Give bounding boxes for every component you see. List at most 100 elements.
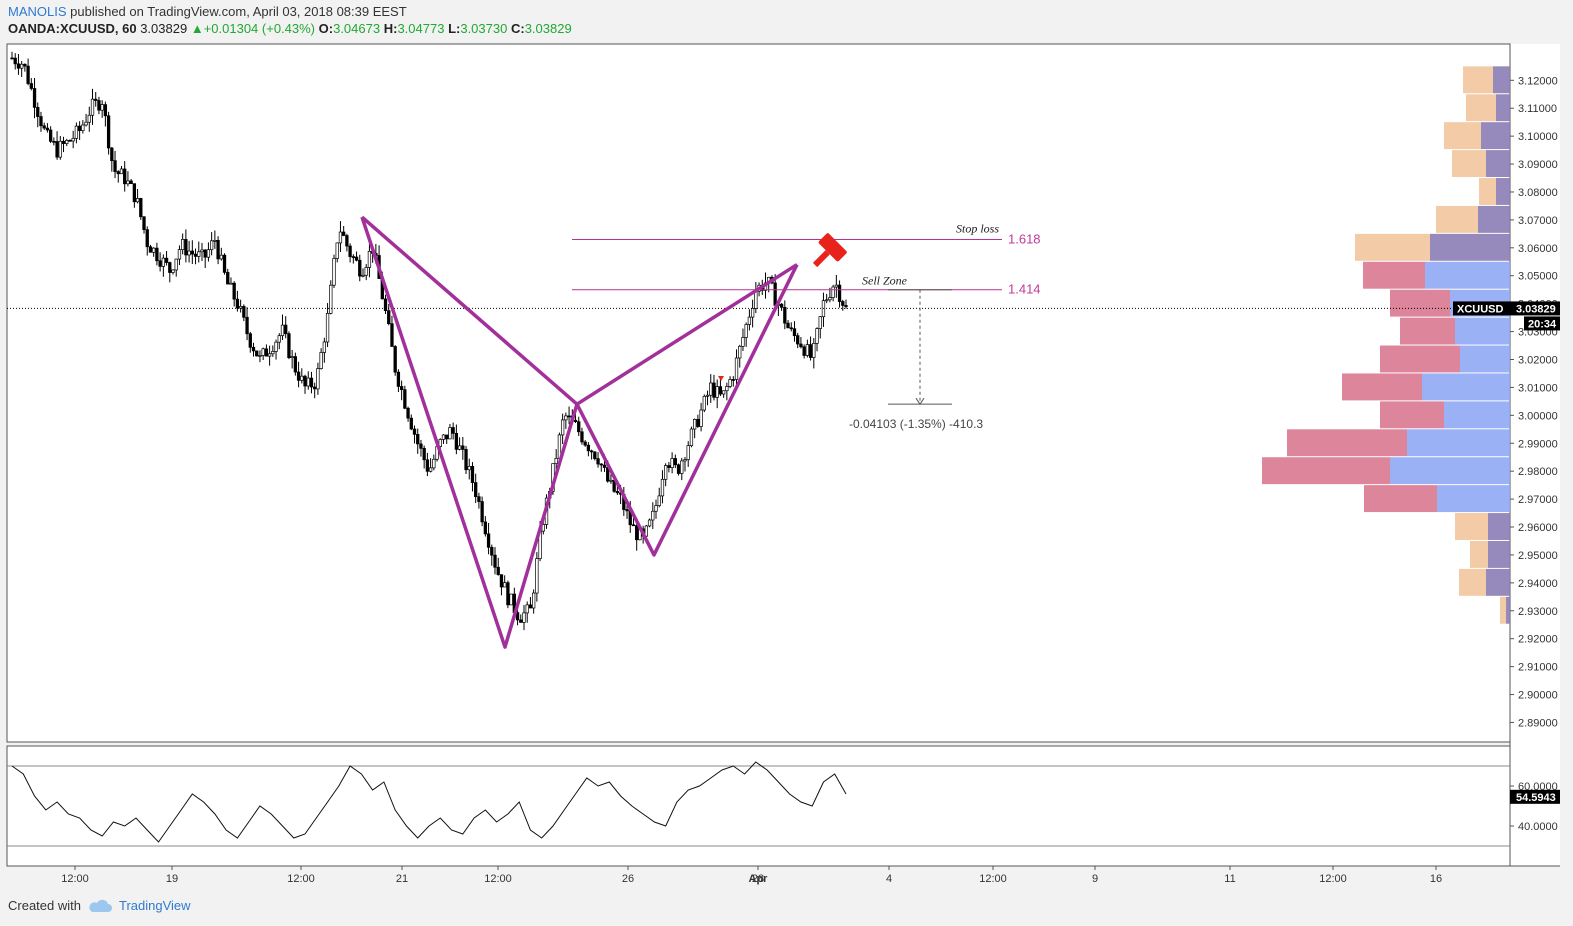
- candle-body: [699, 409, 703, 427]
- projection-label: -0.04103 (-1.35%) -410.3: [849, 417, 983, 431]
- candle-body: [602, 464, 607, 468]
- candle-body: [754, 290, 758, 309]
- volume-profile-up: [1422, 373, 1510, 401]
- candle-body: [567, 415, 571, 418]
- ohlc-line: OANDA:XCUUSD, 60 3.03829 ▲+0.01304 (+0.4…: [8, 21, 572, 36]
- candle-body: [702, 395, 706, 411]
- candle-body: [145, 229, 149, 248]
- candle-body: [184, 239, 188, 256]
- volume-profile-down: [1463, 66, 1493, 94]
- volume-profile-up: [1496, 94, 1510, 122]
- pattern-bd-line: [576, 263, 798, 406]
- candle-body: [322, 341, 326, 353]
- candle-body: [168, 262, 172, 273]
- candle-body: [197, 251, 201, 257]
- candle-body: [290, 356, 294, 359]
- candle-body: [593, 451, 597, 459]
- price-tick-label: 3.08000: [1518, 187, 1558, 199]
- price-tick-label: 3.06000: [1518, 243, 1558, 255]
- candle-body: [284, 324, 288, 335]
- low-value: 3.03730: [460, 21, 508, 36]
- candle-body: [657, 495, 661, 506]
- volume-profile-down: [1455, 513, 1488, 540]
- time-tick-label: 19: [166, 873, 178, 885]
- candle-body: [354, 256, 359, 261]
- candle-body: [248, 333, 252, 348]
- candle-body: [667, 465, 671, 468]
- candle-body: [55, 141, 59, 158]
- candle-body: [13, 57, 17, 65]
- candle-body: [664, 465, 668, 480]
- volume-profile-up: [1444, 401, 1510, 429]
- candle-body: [799, 343, 803, 348]
- candle-body: [332, 258, 336, 286]
- candle-body: [387, 310, 391, 325]
- candle-body: [750, 308, 755, 318]
- high-value: 3.04773: [397, 21, 445, 36]
- high-label: H:: [383, 21, 398, 36]
- candle-body: [335, 242, 339, 259]
- candle-body: [425, 459, 430, 472]
- candle-body: [403, 389, 407, 409]
- volume-profile-down: [1262, 457, 1390, 485]
- candle-body: [499, 574, 504, 588]
- candle-body: [577, 421, 581, 433]
- candle-body: [480, 501, 484, 523]
- volume-profile-up: [1488, 540, 1510, 568]
- close-value: 3.03829: [524, 21, 572, 36]
- candle-body: [596, 458, 600, 465]
- candle-body: [190, 250, 194, 255]
- time-tick-label: 12:00: [979, 873, 1007, 885]
- candle-body: [213, 240, 217, 242]
- candle-body: [48, 129, 53, 142]
- candle-body: [52, 140, 56, 143]
- candle-body: [129, 180, 133, 184]
- candle-body: [464, 449, 468, 471]
- candle-body: [815, 328, 819, 344]
- candle-body: [177, 249, 182, 260]
- candle-body: [319, 352, 323, 369]
- candle-body: [358, 259, 362, 277]
- time-tick-label: 26: [622, 873, 634, 885]
- candle-body: [68, 140, 72, 142]
- fib-annotation: Stop loss: [956, 221, 999, 235]
- volume-profile-up: [1460, 345, 1510, 373]
- price-tick-label: 3.07000: [1518, 215, 1558, 227]
- pattern-xb-line: [360, 215, 579, 406]
- candle-body: [274, 341, 278, 352]
- published-text: published on TradingView.com, April 03, …: [66, 4, 407, 19]
- candle-body: [828, 297, 832, 301]
- candle-body: [261, 348, 265, 356]
- price-axis-bg: [1510, 44, 1560, 866]
- candle-body: [718, 386, 723, 395]
- candle-body: [818, 316, 822, 329]
- candle-body: [152, 247, 156, 253]
- candle-body: [445, 434, 449, 440]
- price-tick-label: 2.93000: [1518, 606, 1558, 618]
- gavel-icon: [812, 233, 847, 268]
- time-tick-label: 12:00: [484, 873, 512, 885]
- candle-body: [351, 256, 355, 258]
- candle-body: [161, 257, 165, 267]
- fib-level-label: 1.414: [1008, 282, 1041, 297]
- symbol-label: OANDA:XCUUSD, 60: [8, 21, 137, 36]
- candle-body: [731, 379, 735, 381]
- price-tick-label: 3.09000: [1518, 159, 1558, 171]
- low-label: L:: [448, 21, 461, 36]
- tradingview-link[interactable]: TradingView: [118, 898, 191, 913]
- candle-body: [77, 125, 82, 131]
- author-link[interactable]: MANOLIS: [8, 4, 67, 19]
- candle-body: [805, 344, 810, 356]
- time-tick-label: Apr: [749, 873, 769, 885]
- candle-body: [721, 390, 726, 395]
- candle-body: [676, 464, 681, 474]
- volume-profile-down: [1363, 261, 1425, 289]
- time-tick-label: 4: [886, 873, 892, 885]
- volume-profile-up: [1437, 485, 1510, 513]
- candle-body: [106, 115, 111, 149]
- price-tick-label: 2.97000: [1518, 494, 1558, 506]
- change-value: +0.01304 (+0.43%): [203, 21, 316, 36]
- candle-body: [367, 250, 372, 268]
- symbol-tag-bg: [1453, 301, 1510, 316]
